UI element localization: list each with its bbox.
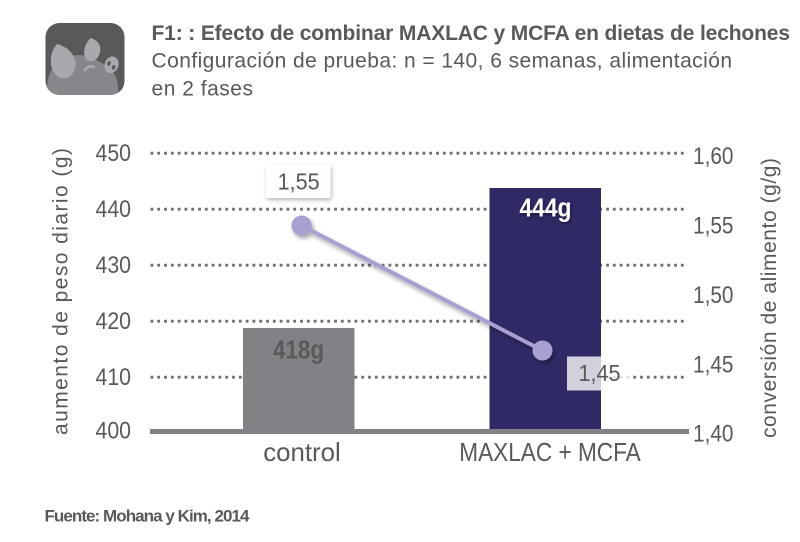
svg-text:1,55: 1,55 bbox=[693, 213, 734, 240]
svg-text:1,60: 1,60 bbox=[693, 143, 734, 170]
svg-text:1,45: 1,45 bbox=[693, 352, 734, 379]
svg-text:440: 440 bbox=[96, 196, 132, 223]
svg-text:400: 400 bbox=[96, 418, 132, 445]
svg-text:1,50: 1,50 bbox=[693, 282, 734, 309]
svg-text:430: 430 bbox=[96, 252, 132, 279]
svg-text:en 2 fases: en 2 fases bbox=[152, 78, 254, 101]
svg-text:MAXLAC + MCFA: MAXLAC + MCFA bbox=[459, 437, 641, 467]
svg-text:control: control bbox=[263, 437, 341, 467]
svg-text:aumento de peso diario (g): aumento de peso diario (g) bbox=[50, 148, 73, 435]
svg-text:450: 450 bbox=[96, 140, 132, 167]
svg-text:F1: : Efecto de combinar MAXLA: F1: : Efecto de combinar MAXLAC y MCFA e… bbox=[152, 22, 791, 45]
svg-text:1,40: 1,40 bbox=[693, 421, 734, 448]
svg-text:Fuente: Mohana y Kim, 2014: Fuente: Mohana y Kim, 2014 bbox=[45, 507, 251, 526]
svg-text:conversión de alimento (g/g): conversión de alimento (g/g) bbox=[758, 158, 781, 438]
svg-text:418g: 418g bbox=[273, 337, 324, 365]
svg-text:410: 410 bbox=[96, 364, 132, 391]
svg-text:444g: 444g bbox=[520, 195, 572, 223]
svg-text:Configuración de prueba: n = 1: Configuración de prueba: n = 140, 6 sema… bbox=[152, 50, 733, 73]
svg-text:420: 420 bbox=[96, 308, 132, 335]
svg-text:1,55: 1,55 bbox=[278, 168, 320, 194]
svg-text:1,45: 1,45 bbox=[579, 360, 621, 386]
